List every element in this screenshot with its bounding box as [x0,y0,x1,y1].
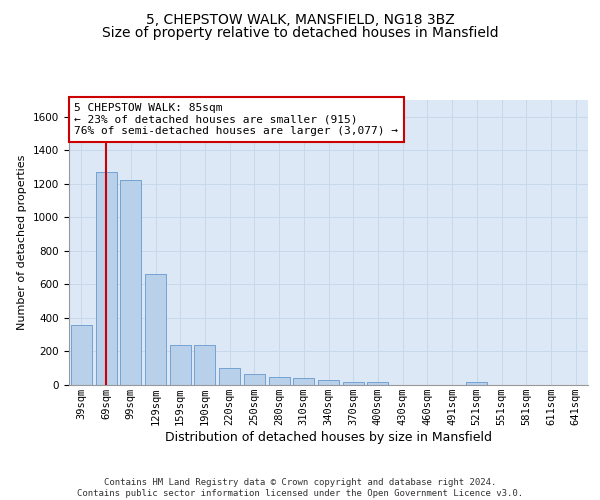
Bar [170,345,191,385]
Y-axis label: Number of detached properties: Number of detached properties [17,155,28,330]
Bar [466,382,487,385]
Bar [95,172,116,385]
Bar [120,180,141,385]
Bar [343,382,364,385]
Bar [367,382,388,385]
Bar [318,380,339,385]
Bar [219,368,240,385]
Bar [71,324,92,385]
Text: 5, CHEPSTOW WALK, MANSFIELD, NG18 3BZ: 5, CHEPSTOW WALK, MANSFIELD, NG18 3BZ [146,12,454,26]
Text: Contains HM Land Registry data © Crown copyright and database right 2024.
Contai: Contains HM Land Registry data © Crown c… [77,478,523,498]
Bar [244,374,265,385]
X-axis label: Distribution of detached houses by size in Mansfield: Distribution of detached houses by size … [165,431,492,444]
Text: Size of property relative to detached houses in Mansfield: Size of property relative to detached ho… [101,26,499,40]
Bar [293,378,314,385]
Bar [145,274,166,385]
Text: 5 CHEPSTOW WALK: 85sqm
← 23% of detached houses are smaller (915)
76% of semi-de: 5 CHEPSTOW WALK: 85sqm ← 23% of detached… [74,103,398,136]
Bar [194,345,215,385]
Bar [269,376,290,385]
